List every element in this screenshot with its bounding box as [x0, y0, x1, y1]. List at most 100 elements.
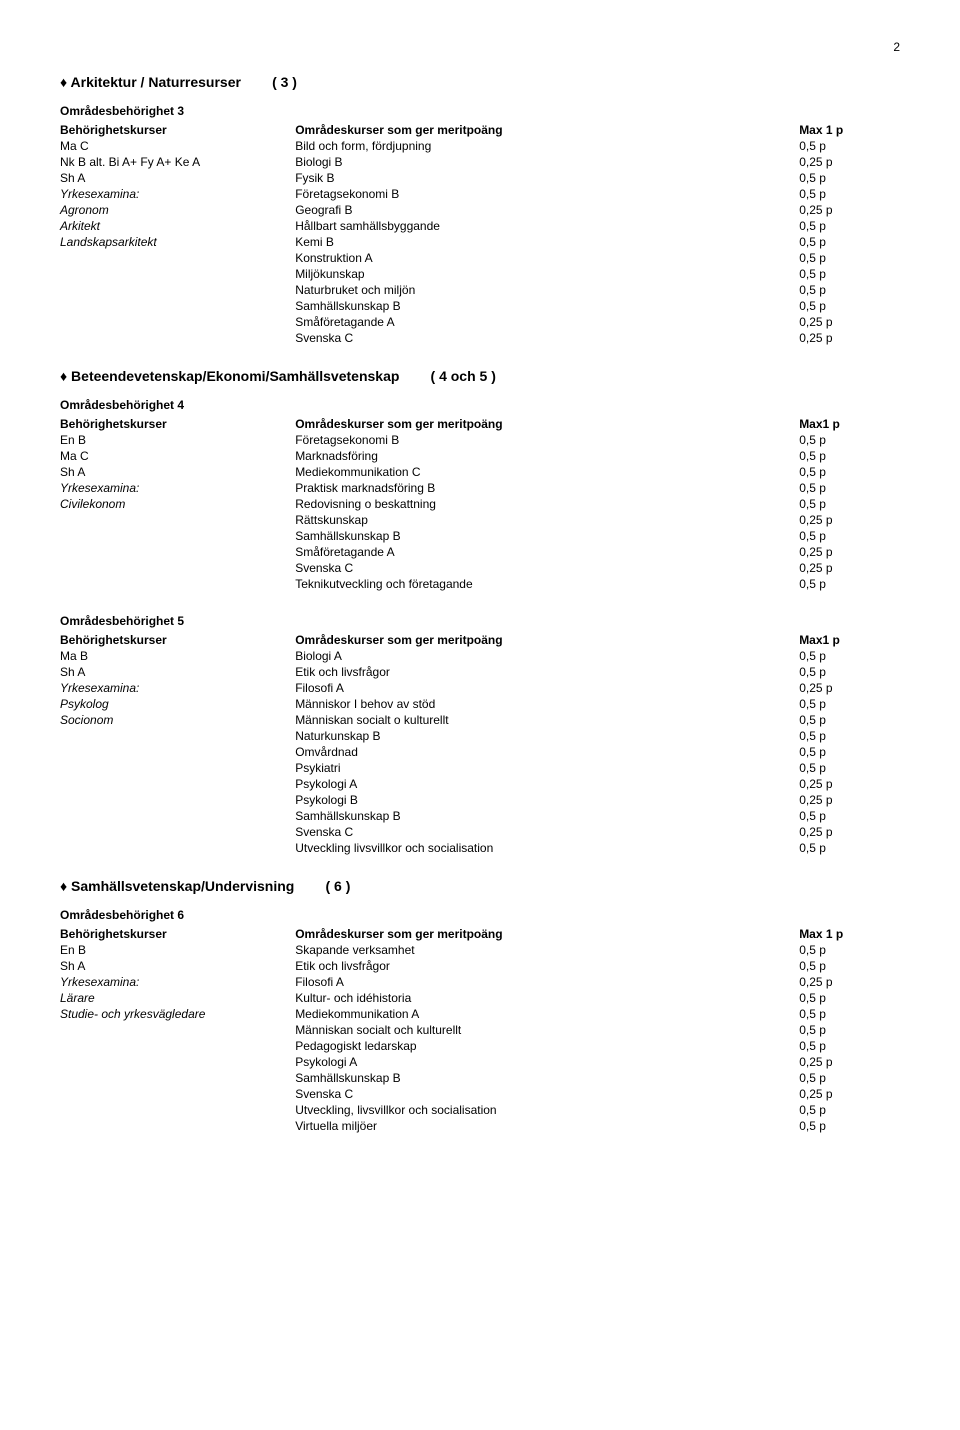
table-row: Psykologi A0,25 p — [60, 776, 900, 792]
cell-right: 0,25 p — [799, 512, 900, 528]
section3-title-text: Samhällsvetenskap/Undervisning — [71, 878, 294, 894]
header-left: Behörighetskurser — [60, 632, 295, 648]
cell-mid: Utveckling livsvillkor och socialisation — [295, 840, 799, 856]
cell-mid: Psykologi A — [295, 776, 799, 792]
cell-right: 0,25 p — [799, 202, 900, 218]
cell-right: 0,5 p — [799, 218, 900, 234]
cell-mid: Skapande verksamhet — [295, 942, 799, 958]
cell-left — [60, 1102, 295, 1118]
table-row: Svenska C0,25 p — [60, 1086, 900, 1102]
cell-left: Sh A — [60, 464, 295, 480]
cell-right: 0,5 p — [799, 728, 900, 744]
cell-mid: Svenska C — [295, 824, 799, 840]
cell-left: Arkitekt — [60, 218, 295, 234]
header-mid: Områdeskurser som ger meritpoäng — [295, 122, 799, 138]
table-row: Småföretagande A0,25 p — [60, 544, 900, 560]
cell-right: 0,25 p — [799, 1054, 900, 1070]
table-row: Människan socialt och kulturellt0,5 p — [60, 1022, 900, 1038]
table-row: Studie- och yrkesvägledareMediekommunika… — [60, 1006, 900, 1022]
section3-title: ♦ Samhällsvetenskap/Undervisning ( 6 ) — [60, 878, 900, 894]
cell-mid: Samhällskunskap B — [295, 528, 799, 544]
cell-right: 0,5 p — [799, 1118, 900, 1134]
section1-title: ♦ Arkitektur / Naturresurser ( 3 ) — [60, 74, 900, 90]
cell-left — [60, 1070, 295, 1086]
cell-mid: Praktisk marknadsföring B — [295, 480, 799, 496]
table-row: LandskapsarkitektKemi B0,5 p — [60, 234, 900, 250]
table-row: LärareKultur- och idéhistoria0,5 p — [60, 990, 900, 1006]
cell-right: 0,25 p — [799, 544, 900, 560]
cell-left — [60, 744, 295, 760]
cell-left — [60, 314, 295, 330]
section1-title-text: Arkitektur / Naturresurser — [71, 74, 241, 90]
cell-right: 0,5 p — [799, 432, 900, 448]
table-row: Yrkesexamina:Företagsekonomi B0,5 p — [60, 186, 900, 202]
cell-mid: Virtuella miljöer — [295, 1118, 799, 1134]
table-row: ArkitektHållbart samhällsbyggande0,5 p — [60, 218, 900, 234]
cell-left — [60, 760, 295, 776]
cell-right: 0,5 p — [799, 958, 900, 974]
cell-right: 0,5 p — [799, 282, 900, 298]
section1-table: BehörighetskurserOmrådeskurser som ger m… — [60, 122, 900, 346]
cell-right: 0,5 p — [799, 250, 900, 266]
cell-left — [60, 282, 295, 298]
diamond-icon: ♦ — [60, 878, 67, 894]
cell-left — [60, 824, 295, 840]
cell-mid: Samhällskunskap B — [295, 298, 799, 314]
table-row: Samhällskunskap B0,5 p — [60, 1070, 900, 1086]
diamond-icon: ♦ — [60, 368, 67, 384]
cell-right: 0,5 p — [799, 1038, 900, 1054]
table-row: PsykologMänniskor I behov av stöd0,5 p — [60, 696, 900, 712]
cell-left — [60, 1022, 295, 1038]
table-row: Samhällskunskap B0,5 p — [60, 298, 900, 314]
cell-right: 0,5 p — [799, 990, 900, 1006]
table-row: Teknikutveckling och företagande0,5 p — [60, 576, 900, 592]
cell-left: Yrkesexamina: — [60, 680, 295, 696]
cell-mid: Människan socialt o kulturellt — [295, 712, 799, 728]
cell-mid: Pedagogiskt ledarskap — [295, 1038, 799, 1054]
cell-right: 0,5 p — [799, 744, 900, 760]
cell-right: 0,25 p — [799, 974, 900, 990]
header-mid: Områdeskurser som ger meritpoäng — [295, 416, 799, 432]
cell-mid: Företagsekonomi B — [295, 186, 799, 202]
table-row: Psykologi A0,25 p — [60, 1054, 900, 1070]
cell-left: Ma C — [60, 448, 295, 464]
cell-mid: Rättskunskap — [295, 512, 799, 528]
cell-mid: Svenska C — [295, 1086, 799, 1102]
cell-right: 0,25 p — [799, 1086, 900, 1102]
table-row: Psykologi B0,25 p — [60, 792, 900, 808]
cell-left: Yrkesexamina: — [60, 974, 295, 990]
cell-left — [60, 544, 295, 560]
cell-right: 0,5 p — [799, 448, 900, 464]
table-row: Småföretagande A0,25 p — [60, 314, 900, 330]
table-row: Yrkesexamina:Praktisk marknadsföring B0,… — [60, 480, 900, 496]
table-row: SocionomMänniskan socialt o kulturellt0,… — [60, 712, 900, 728]
section2-block4-table: BehörighetskurserOmrådeskurser som ger m… — [60, 416, 900, 592]
cell-right: 0,25 p — [799, 776, 900, 792]
cell-mid: Naturbruket och miljön — [295, 282, 799, 298]
cell-mid: Filosofi A — [295, 974, 799, 990]
cell-left: Landskapsarkitekt — [60, 234, 295, 250]
cell-right: 0,25 p — [799, 330, 900, 346]
cell-right: 0,5 p — [799, 1102, 900, 1118]
table-row: Yrkesexamina:Filosofi A0,25 p — [60, 974, 900, 990]
header-left: Behörighetskurser — [60, 926, 295, 942]
cell-left — [60, 1038, 295, 1054]
cell-mid: Svenska C — [295, 560, 799, 576]
header-mid: Områdeskurser som ger meritpoäng — [295, 632, 799, 648]
cell-left: Lärare — [60, 990, 295, 1006]
cell-right: 0,5 p — [799, 840, 900, 856]
table-row: Ma BBiologi A0,5 p — [60, 648, 900, 664]
table-row: Samhällskunskap B0,5 p — [60, 528, 900, 544]
cell-mid: Mediekommunikation C — [295, 464, 799, 480]
table-row: Miljökunskap0,5 p — [60, 266, 900, 282]
cell-mid: Biologi A — [295, 648, 799, 664]
table-row: Virtuella miljöer0,5 p — [60, 1118, 900, 1134]
header-right: Max1 p — [799, 416, 900, 432]
cell-left: Agronom — [60, 202, 295, 218]
cell-mid: Konstruktion A — [295, 250, 799, 266]
section2-paren: ( 4 och 5 ) — [431, 368, 496, 384]
table-row: Pedagogiskt ledarskap0,5 p — [60, 1038, 900, 1054]
header-left: Behörighetskurser — [60, 122, 295, 138]
cell-right: 0,5 p — [799, 942, 900, 958]
cell-mid: Mediekommunikation A — [295, 1006, 799, 1022]
